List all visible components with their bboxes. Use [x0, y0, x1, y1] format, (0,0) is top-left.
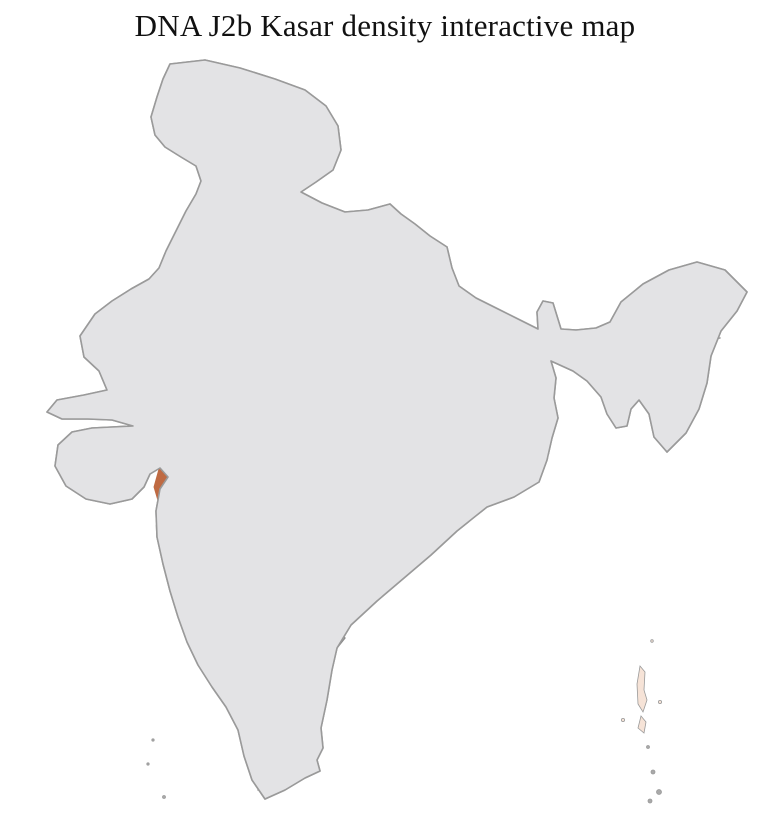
region-lakshadweep-b[interactable]: [146, 762, 150, 766]
region-nicobar-d[interactable]: [647, 798, 653, 804]
region-nicobar-c[interactable]: [656, 789, 662, 795]
region-andaman-south[interactable]: [637, 715, 647, 734]
region-nicobar-b[interactable]: [650, 769, 656, 775]
islands[interactable]: [146, 639, 663, 804]
region-lakshadweep-a[interactable]: [151, 738, 155, 742]
region-andaman-main[interactable]: [636, 665, 648, 713]
region-andaman-islet-b[interactable]: [658, 700, 663, 705]
page-title: DNA J2b Kasar density interactive map: [134, 8, 636, 43]
region-nicobar-a[interactable]: [646, 745, 650, 749]
region-lakshadweep-c[interactable]: [162, 795, 166, 799]
region-andaman-islet-c[interactable]: [621, 718, 626, 723]
region-andaman-islet-a[interactable]: [650, 639, 654, 643]
